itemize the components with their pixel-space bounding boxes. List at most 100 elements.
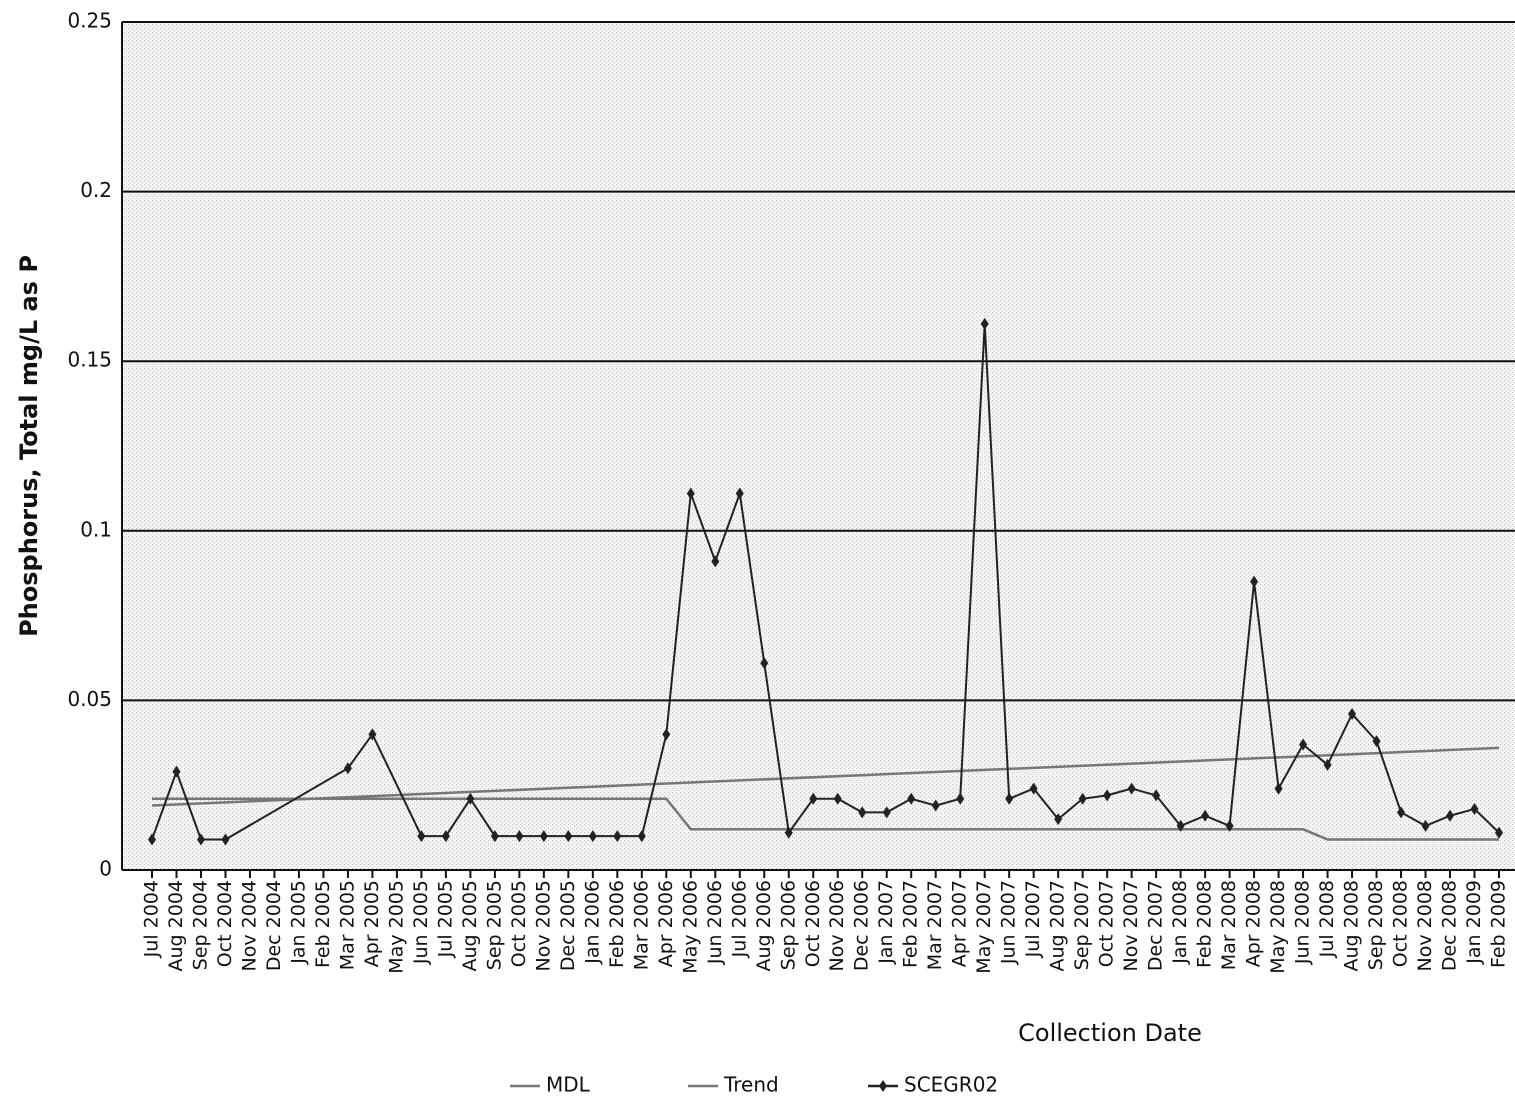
data-point [515,830,524,843]
data-point [490,830,499,843]
data-point [441,830,450,843]
legend-label: SCEGR02 [904,1073,998,1097]
x-tick-label: Dec 2008 [1439,880,1461,971]
data-point [1470,802,1479,815]
data-point [1054,813,1063,826]
data-point [564,830,573,843]
y-tick-label: 0.25 [67,9,112,33]
plot-area [122,22,1515,870]
data-point [1005,792,1014,805]
data-point [907,792,916,805]
x-tick-label: Oct 2004 [214,880,236,967]
data-point [1127,782,1136,795]
data-point [1103,789,1112,802]
x-tick-label: Aug 2006 [753,880,775,972]
x-tick-label: Nov 2008 [1414,880,1436,971]
x-tick-label: Dec 2004 [263,880,285,971]
x-tick-label: Sep 2004 [189,880,211,970]
data-point [1397,806,1406,819]
x-tick-label: Jan 2007 [875,880,897,965]
data-point [1176,819,1185,832]
legend-label: Trend [723,1073,779,1097]
data-point [1348,707,1357,720]
x-tick-label: Sep 2006 [777,880,799,970]
x-tick-label: Nov 2005 [532,880,554,971]
x-tick-label: Jul 2005 [434,880,456,958]
data-point [1250,575,1259,588]
y-tick-label: 0.05 [67,687,112,711]
x-tick-label: Dec 2005 [557,880,579,971]
x-tick-label: Dec 2007 [1145,880,1167,971]
x-tick-label: Oct 2005 [508,880,530,967]
data-point [809,792,818,805]
y-tick-label: 0 [99,857,112,881]
data-point [1421,819,1430,832]
x-tick-label: Jan 2006 [581,880,603,965]
data-point [784,826,793,839]
x-tick-label: Nov 2004 [238,880,260,971]
x-tick-label: Sep 2008 [1365,880,1387,970]
x-tick-label: Sep 2005 [483,880,505,970]
x-tick-label: Jul 2008 [1316,880,1338,958]
x-tick-label: Apr 2006 [655,880,677,967]
y-axis-title: Phosphorus, Total mg/L as P [15,255,43,637]
x-tick-label: Jun 2007 [998,880,1020,965]
data-point [956,792,965,805]
data-point [1029,782,1038,795]
data-point [343,762,352,775]
data-point [417,830,426,843]
data-point [148,833,156,846]
x-tick-label: Jun 2008 [1292,880,1314,965]
data-point [980,317,989,330]
y-tick-label: 0.1 [80,517,112,541]
x-tick-label: Mar 2008 [1218,880,1240,970]
legend-label: MDL [546,1073,591,1097]
data-point [1152,789,1161,802]
x-tick-label: Dec 2006 [851,880,873,971]
x-tick-label: Oct 2007 [1096,880,1118,967]
data-point [1323,758,1332,771]
x-tick-label: Jul 2006 [728,880,750,958]
y-tick-label: 0.15 [67,348,112,372]
data-point [833,792,842,805]
x-tick-label: Jan 2005 [287,880,309,965]
data-point [196,833,205,846]
data-point [1274,782,1283,795]
x-tick-label: Nov 2007 [1120,880,1142,971]
x-tick-label: Apr 2007 [949,880,971,967]
data-point [711,555,720,568]
x-tick-label: May 2008 [1267,880,1289,974]
x-tick-label: Nov 2006 [826,880,848,971]
data-point [1495,826,1503,839]
data-point [613,830,622,843]
x-tick-label: Oct 2006 [802,880,824,967]
x-tick-label: Aug 2008 [1341,880,1363,972]
x-tick-label: Mar 2005 [336,880,358,970]
x-tick-label: Feb 2005 [312,880,334,968]
x-tick-label: May 2007 [973,880,995,974]
x-axis-title: Collection Date [1018,1019,1202,1047]
x-tick-label: Jul 2004 [141,880,163,958]
data-point [735,487,744,500]
x-tick-label: Feb 2006 [606,880,628,968]
data-point [637,830,646,843]
x-tick-label: Oct 2008 [1390,880,1412,967]
x-tick-label: Jun 2005 [410,880,432,965]
x-tick-label: Apr 2008 [1243,880,1265,967]
y-tick-label: 0.2 [80,178,112,202]
data-point [368,728,377,741]
data-point [662,728,671,741]
x-tick-label: Feb 2007 [900,880,922,968]
x-tick-label: Aug 2005 [459,880,481,972]
data-point [760,657,769,670]
x-tick-label: Aug 2007 [1047,880,1069,972]
data-point [539,830,548,843]
data-point [1446,809,1455,822]
data-point [686,487,695,500]
data-point [882,806,891,819]
x-tick-label: Feb 2009 [1488,880,1510,968]
data-point [1201,809,1210,822]
data-point [172,765,181,778]
x-tick-label: May 2005 [385,880,407,974]
